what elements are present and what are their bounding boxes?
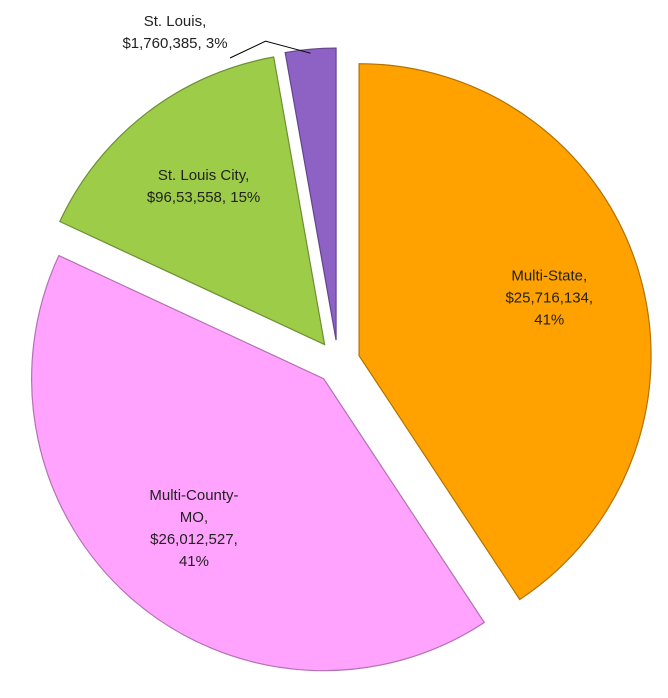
label-line: 41%	[179, 553, 209, 570]
label-line: $26,012,527,	[150, 531, 238, 548]
leader-line	[229, 40, 311, 59]
pie-slice	[358, 63, 652, 601]
label-line: Multi-County-	[149, 487, 238, 504]
pie-slice	[284, 47, 337, 341]
label-line: 41%	[534, 312, 564, 329]
label-line: $96,53,558, 15%	[147, 189, 260, 206]
pie-slice	[58, 56, 326, 346]
slice-label: Multi-County- MO, $26,012,527, 41%	[149, 487, 238, 570]
slice-label: Multi-State, $25,716,134, 41%	[505, 268, 593, 329]
label-line: Multi-State,	[511, 268, 587, 285]
label-line: $25,716,134,	[505, 290, 593, 307]
pie-slice	[31, 254, 486, 672]
label-line: St. Louis,	[144, 13, 207, 30]
slice-label: St. Louis City, $96,53,558, 15%	[147, 167, 260, 206]
slice-label: St. Louis, $1,760,385, 3%	[122, 13, 227, 52]
label-line: $1,760,385, 3%	[122, 35, 227, 52]
label-line: MO,	[180, 509, 208, 526]
label-line: St. Louis City,	[158, 167, 249, 184]
